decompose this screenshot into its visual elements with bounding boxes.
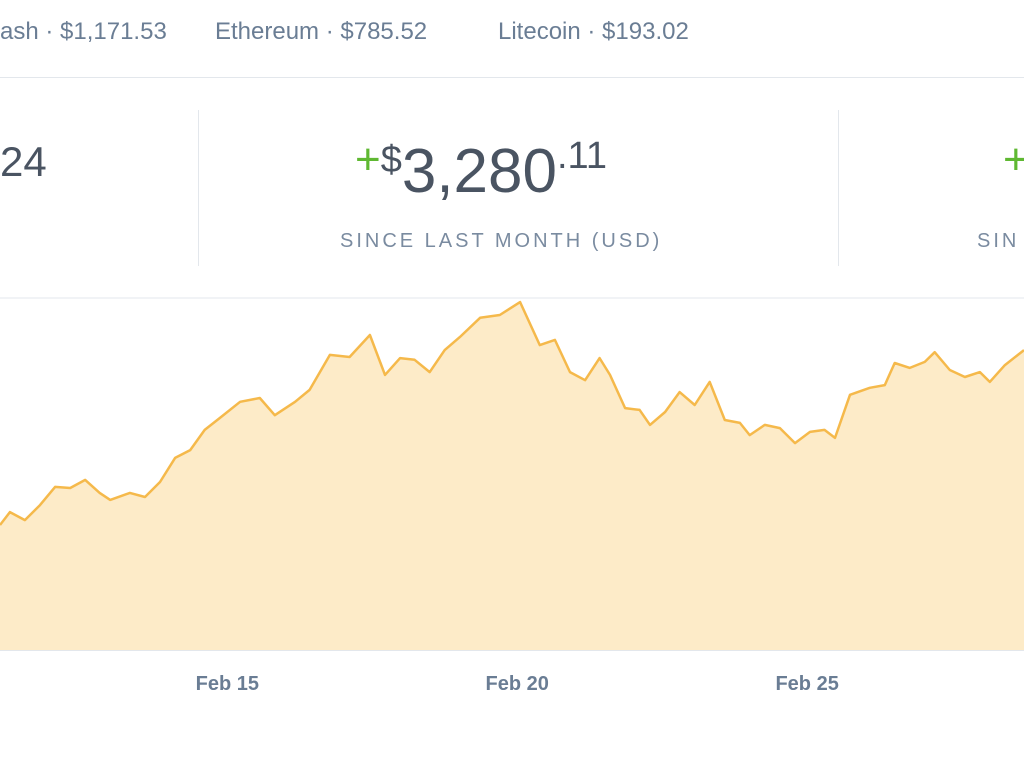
divider [838, 110, 839, 266]
sign: + [355, 135, 381, 184]
ticker[interactable]: Ethereum · $785.52 [215, 18, 428, 45]
stat-amount: + [1003, 135, 1024, 207]
stat-label: SINCE LAST MONTH (USD) [340, 230, 663, 252]
x-tick-label: Feb 25 [775, 673, 838, 695]
stat-amount: +$3,280.11 [355, 135, 607, 207]
stat-label: SIN [977, 230, 1020, 252]
area [0, 302, 1024, 650]
line [0, 300, 1024, 526]
divider [0, 77, 1024, 78]
cents: .11 [557, 135, 608, 177]
x-tick-label: Feb 15 [196, 673, 259, 695]
whole: 3,280 [401, 137, 557, 206]
currency: $ [380, 139, 402, 181]
divider [198, 110, 199, 266]
stat-amount: 24 [0, 138, 47, 185]
sign: + [1003, 135, 1024, 184]
ticker[interactable]: Litecoin · $193.02 [498, 18, 689, 45]
ticker[interactable]: ash · $1,171.53 [0, 18, 167, 45]
x-tick-label: Feb 20 [486, 673, 549, 695]
